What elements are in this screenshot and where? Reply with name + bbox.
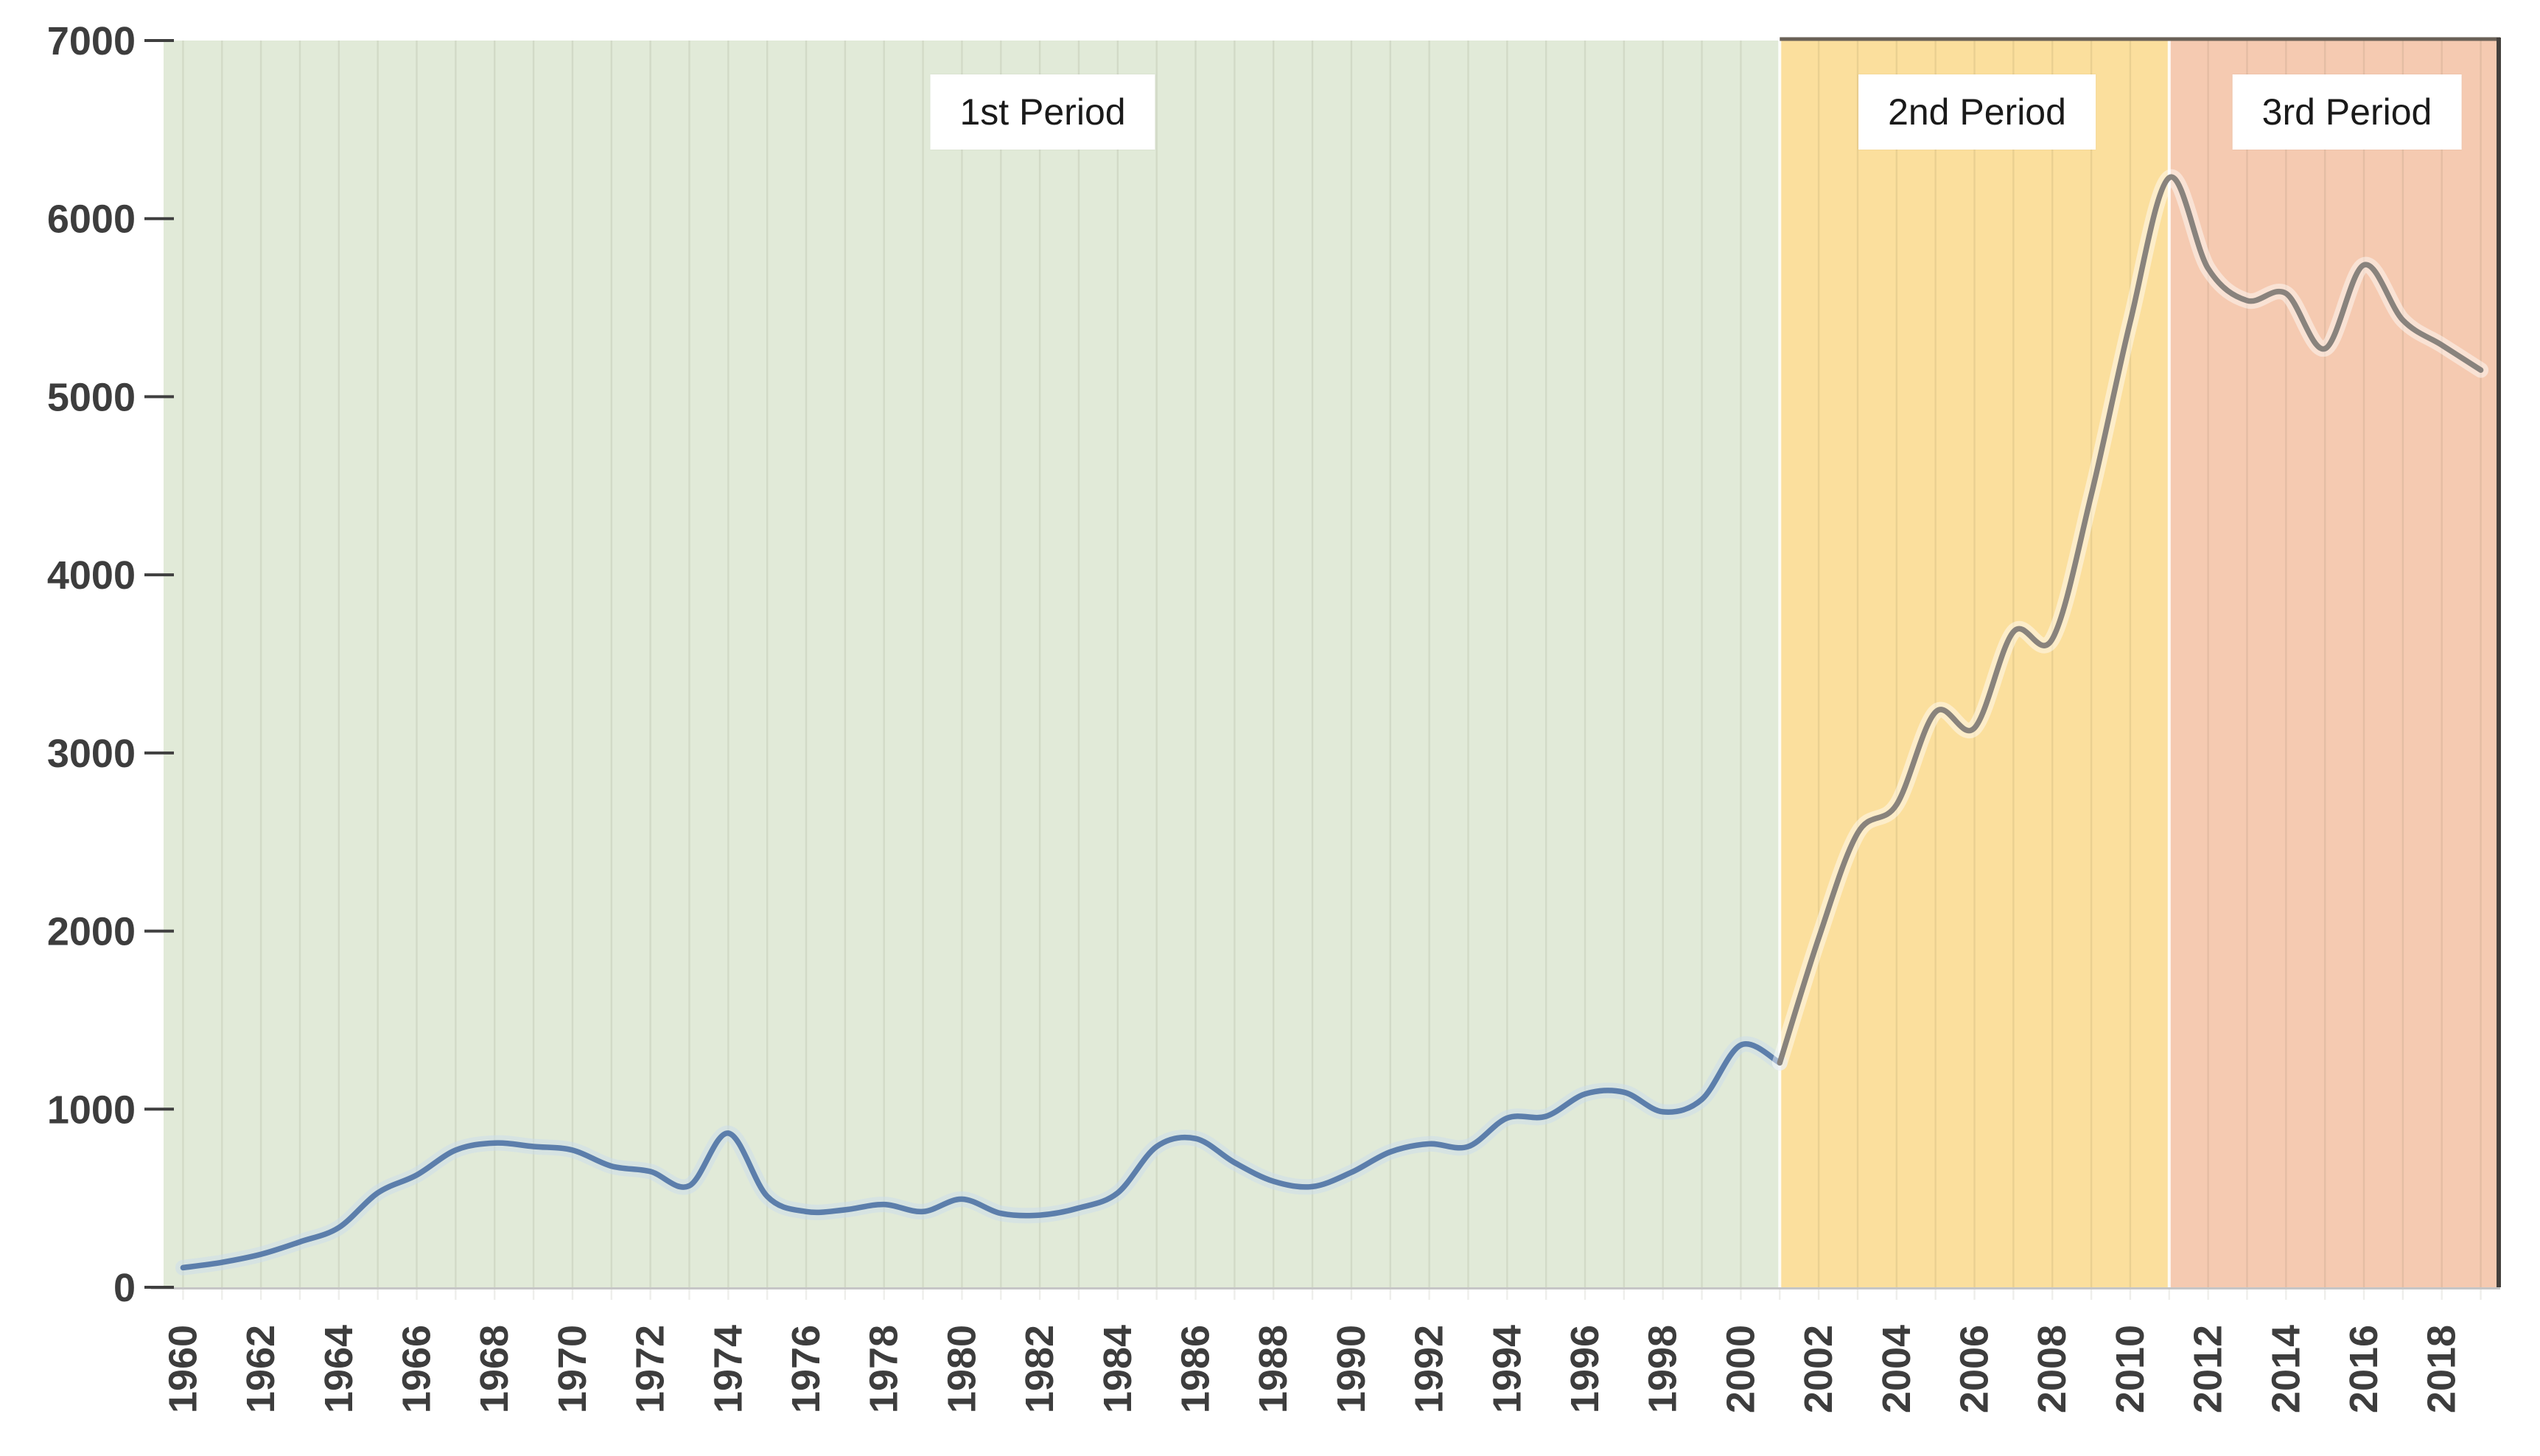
x-axis-tick-label: 2016 bbox=[2342, 1325, 2386, 1413]
x-axis-tick-label: 2010 bbox=[2108, 1325, 2152, 1413]
x-axis-tick-label: 1970 bbox=[550, 1325, 595, 1413]
x-axis-tick-label: 1996 bbox=[1563, 1325, 1607, 1413]
series-line-2 bbox=[1777, 174, 2484, 1066]
x-axis-tick-label: 2000 bbox=[1718, 1325, 1763, 1413]
period-label-3rd: 3rd Period bbox=[2232, 74, 2462, 150]
x-axis-tick-label: 2008 bbox=[2030, 1325, 2074, 1413]
x-axis-tick-label: 1972 bbox=[629, 1325, 673, 1413]
x-axis-tick-label: 1960 bbox=[161, 1325, 205, 1413]
period-label-1st: 1st Period bbox=[930, 74, 1155, 150]
y-axis-tick-label: 5000 bbox=[47, 375, 136, 419]
y-axis-tick-label: 4000 bbox=[47, 553, 136, 598]
x-axis-tick-label: 1992 bbox=[1407, 1325, 1452, 1413]
x-axis-tick-label: 1998 bbox=[1641, 1325, 1685, 1413]
x-axis-tick-label: 1988 bbox=[1251, 1325, 1295, 1413]
period-band-1 bbox=[164, 41, 1780, 1287]
x-axis-tick-label: 1968 bbox=[472, 1325, 517, 1413]
x-axis-tick-label: 1982 bbox=[1018, 1325, 1062, 1413]
x-axis-tick-label: 2002 bbox=[1796, 1325, 1841, 1413]
x-axis-tick-label: 2004 bbox=[1875, 1325, 1919, 1413]
series-line-1 bbox=[180, 1041, 1783, 1271]
period-label-2nd: 2nd Period bbox=[1858, 74, 2096, 150]
x-axis-tick-label: 1990 bbox=[1329, 1325, 1374, 1413]
x-axis-tick-label: 2012 bbox=[2186, 1325, 2231, 1413]
x-axis-tick-label: 1980 bbox=[940, 1325, 984, 1413]
x-axis-tick-label: 2018 bbox=[2420, 1325, 2464, 1413]
y-axis-tick-label: 2000 bbox=[47, 910, 136, 954]
x-axis-tick-label: 2006 bbox=[1953, 1325, 1997, 1413]
x-axis-tick-label: 1976 bbox=[784, 1325, 828, 1413]
x-axis-tick-label: 2014 bbox=[2264, 1325, 2308, 1413]
x-axis-tick-label: 1966 bbox=[395, 1325, 439, 1413]
x-axis-tick-label: 1994 bbox=[1485, 1325, 1529, 1413]
x-axis-tick-label: 1978 bbox=[862, 1325, 906, 1413]
x-axis-tick-label: 1974 bbox=[706, 1325, 750, 1413]
y-axis-tick-label: 0 bbox=[113, 1266, 136, 1310]
y-axis-tick-label: 1000 bbox=[47, 1088, 136, 1132]
period-band-3 bbox=[2169, 41, 2500, 1287]
y-axis-tick-label: 7000 bbox=[47, 19, 136, 63]
period-band-2 bbox=[1780, 41, 2169, 1287]
y-axis-tick-label: 3000 bbox=[47, 732, 136, 776]
y-axis-tick-label: 6000 bbox=[47, 197, 136, 242]
x-axis-tick-label: 1964 bbox=[317, 1325, 361, 1413]
x-axis-tick-label: 1986 bbox=[1174, 1325, 1218, 1413]
x-axis-tick-label: 1962 bbox=[239, 1325, 283, 1413]
x-axis-tick-label: 1984 bbox=[1096, 1325, 1140, 1413]
